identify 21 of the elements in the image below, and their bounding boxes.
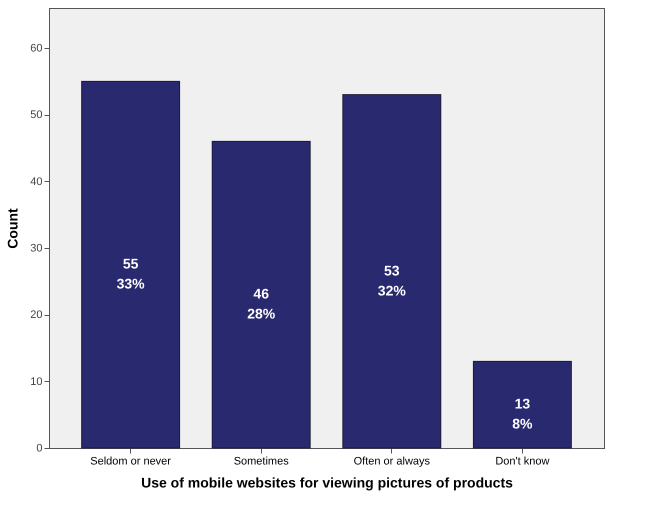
y-tick-label: 10 xyxy=(30,376,42,388)
y-tick-label: 20 xyxy=(30,309,42,322)
y-tick-label: 50 xyxy=(30,109,42,122)
bar xyxy=(81,80,180,448)
y-tick-label: 30 xyxy=(30,242,42,254)
x-axis-title: Use of mobile websites for viewing pictures of products xyxy=(141,474,514,490)
y-tick-label: 40 xyxy=(30,176,42,188)
bar xyxy=(212,140,311,448)
y-tick-label: 60 xyxy=(30,42,42,54)
x-tick-label: Don't know xyxy=(495,456,550,468)
y-tick-label: 0 xyxy=(36,442,42,454)
data-label: 55 33% xyxy=(116,256,146,292)
bar xyxy=(472,360,572,448)
x-tick-label: Often or always xyxy=(354,456,431,468)
data-label: 53 32% xyxy=(378,262,406,298)
bar xyxy=(342,94,442,448)
data-label: 13 8% xyxy=(512,396,534,432)
x-tick-label: Seldom or never xyxy=(90,456,172,468)
data-label: 46 28% xyxy=(247,286,276,322)
y-axis-title: Count xyxy=(4,208,20,249)
x-tick-label: Sometimes xyxy=(234,456,290,468)
